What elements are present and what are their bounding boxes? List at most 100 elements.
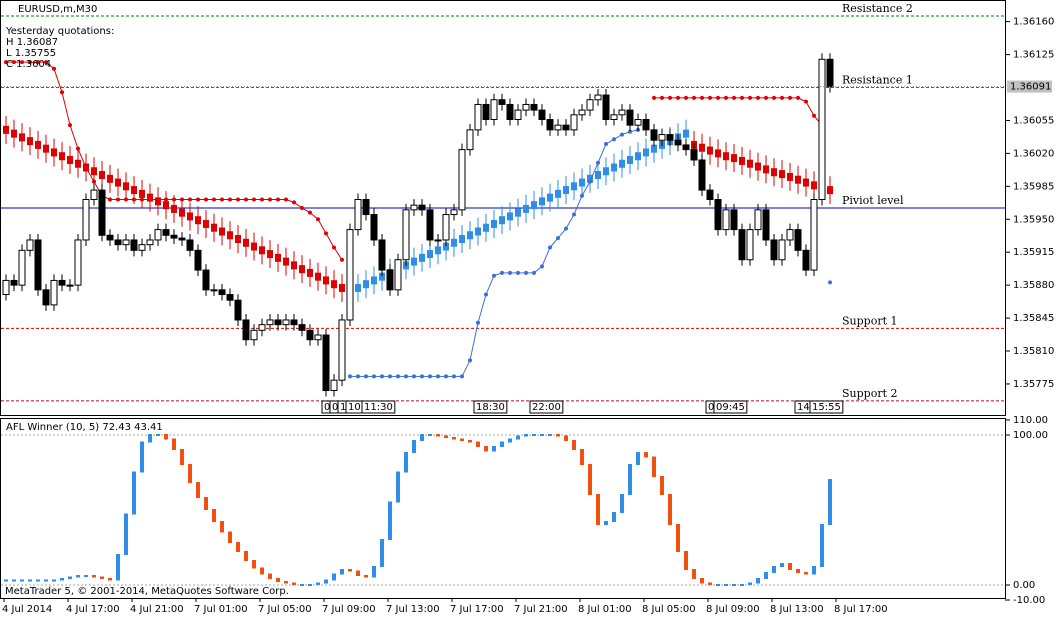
oscillator-bar [44,579,48,582]
candle-body [338,319,346,381]
level-label: Support 2 [842,387,898,400]
oscillator-bar [284,581,288,584]
oscillator-bar [100,576,104,579]
dotted-point [780,95,784,100]
candle-body [274,319,282,326]
candle-body [682,144,690,151]
oscillator-bar [292,582,296,585]
dotted-link [85,167,95,182]
y-tick-label: 1.35880 [1013,280,1054,291]
band-mark [259,246,265,255]
candle-body [690,149,698,161]
candle-body [466,129,474,151]
oscillator-bar [460,438,464,441]
candle-body [626,109,634,126]
band-mark [563,186,569,195]
oscillator-bar [516,435,520,440]
oscillator-bar [396,471,400,503]
oscillator-bar [276,578,280,582]
oscillator-bar [12,579,16,582]
oscillator-bar [476,441,480,447]
oscillator-bar [404,452,408,473]
candle-body [194,249,202,271]
candle-body [802,249,810,271]
dotted-point [244,197,248,202]
dotted-link [557,228,567,239]
band-mark [203,219,209,228]
oscillator-bar [324,579,328,584]
band-mark [291,261,297,270]
dotted-point [180,197,184,202]
dotted-point [428,374,432,379]
period-label: 1 [340,402,346,413]
dotted-point [668,95,672,100]
dotted-point [340,257,344,262]
candle-body [394,259,402,291]
oscillator-bar [492,446,496,452]
oscillator-bar [532,434,536,436]
candle-body [10,279,18,286]
oscillator-bar [788,563,792,570]
band-mark [251,242,257,251]
symbol-label: EURUSD,m,M30 [18,4,97,15]
candle-body [658,134,666,141]
oscillator-bar [4,579,8,582]
oscillator-bar [364,575,368,578]
band-mark [443,242,449,251]
dotted-point [620,132,624,137]
band-mark [595,171,601,180]
band-mark [763,165,769,174]
candle-body [482,103,490,121]
oscillator-bar [524,434,528,437]
dotted-point [60,90,64,95]
oscillator-bar [316,582,320,585]
band-mark [571,182,577,191]
oscillator-bar [580,449,584,465]
dotted-point [260,197,264,202]
dotted-point [92,179,96,184]
dotted-point [308,210,312,215]
band-mark [579,178,585,187]
band-mark [115,178,121,187]
dotted-point [220,197,224,202]
band-mark [51,148,57,157]
candle-body [178,237,186,241]
candle-body [290,319,298,326]
x-tick-label: 4 Jul 21:00 [130,604,184,615]
y-tick-label: 1.35985 [1013,181,1054,192]
band-mark [755,162,761,171]
candle-body [818,58,826,201]
oscillator-bar [148,434,152,443]
candle-body [634,119,642,126]
oscillator-bar [68,576,72,579]
dotted-point [436,374,440,379]
dotted-point [716,95,720,100]
x-tick-label: 4 Jul 2014 [2,604,52,615]
band-mark [355,283,361,292]
candle-body [434,239,442,242]
candle-body [498,99,506,105]
oscillator-bar [556,434,560,437]
band-mark [35,140,41,149]
dotted-point [444,374,448,379]
candle-body [258,324,266,331]
oscillator-bar [564,435,568,441]
oscillator-bar [796,569,800,573]
band-mark [827,186,833,195]
band-mark [299,265,305,274]
y-tick-label: 1.36125 [1013,50,1054,61]
band-mark [531,201,537,210]
band-mark [379,272,385,281]
oscillator-bar [620,494,624,513]
dotted-point [76,146,80,151]
y-tick-label: 1.35775 [1013,379,1054,390]
band-mark [747,159,753,168]
oscillator-bar [28,579,32,582]
dotted-point [372,374,376,379]
candle-body [146,239,154,246]
band-mark [171,204,177,213]
y-tick-label: 100.00 [1013,430,1048,441]
oscillator-bar [268,573,272,579]
oscillator-bar [340,569,344,575]
